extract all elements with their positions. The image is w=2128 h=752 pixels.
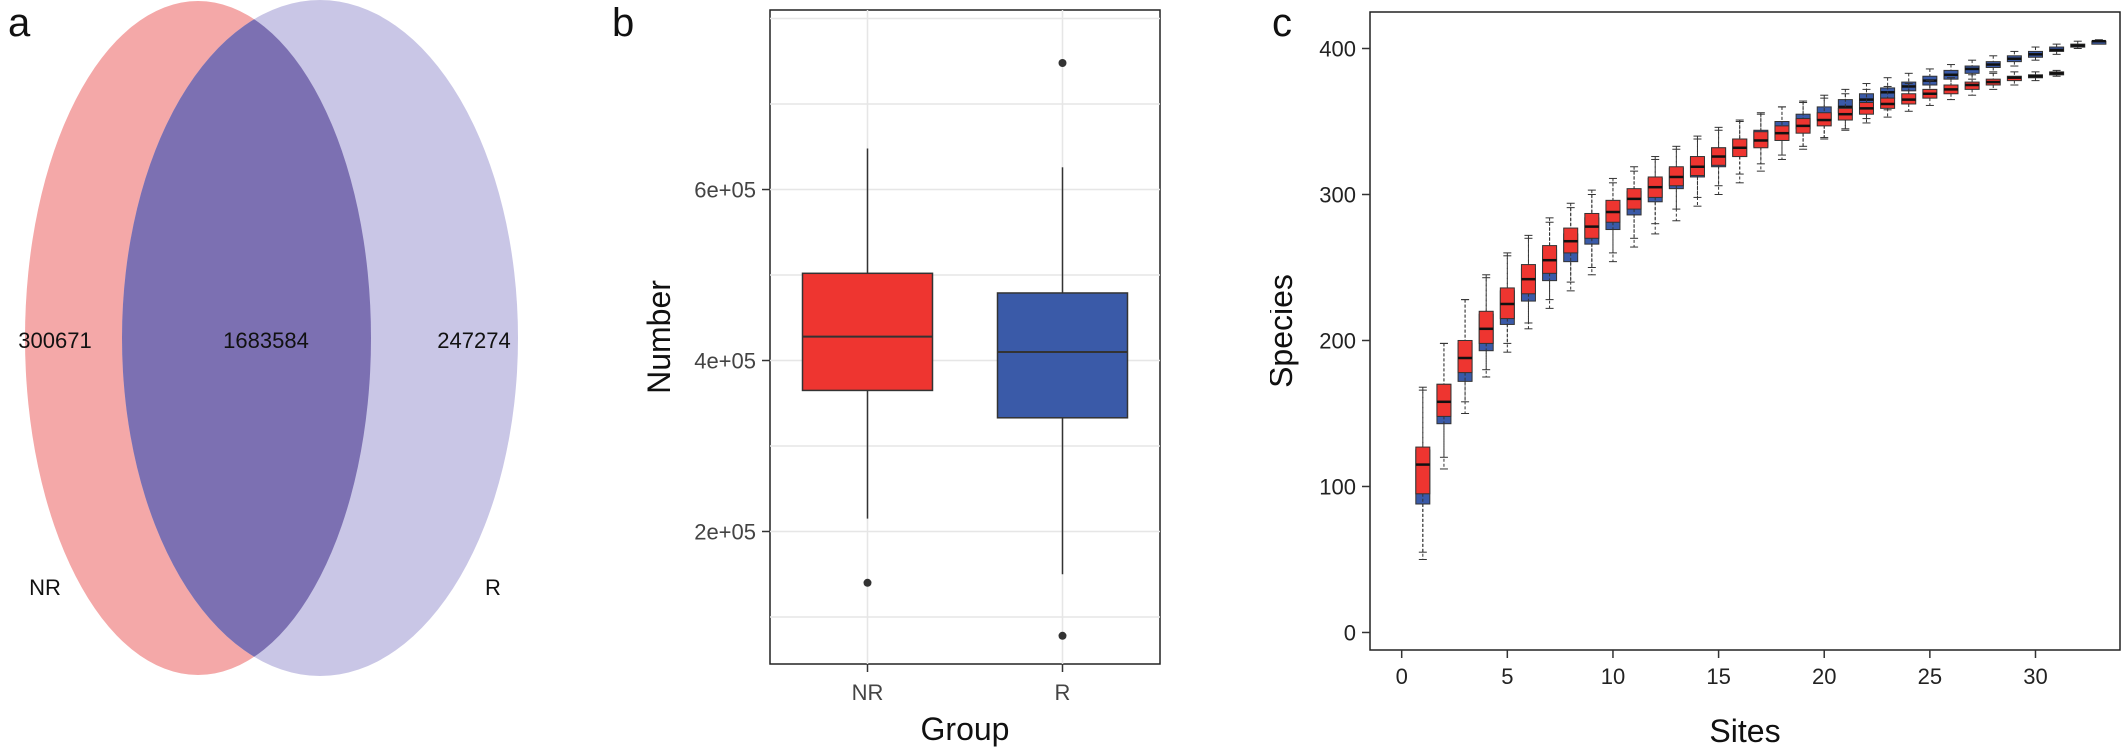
y-axis-label: Species — [1270, 274, 1299, 388]
boxplot-species-svg: c 0 100 200 300 400 0 5 10 15 20 25 30 Sites Specie… — [1270, 1, 2121, 749]
panel-letter-c: c — [1272, 1, 1292, 45]
outlier-point — [1058, 59, 1067, 68]
y-tick-label: 4e+05 — [694, 349, 756, 374]
outlier-point — [863, 578, 872, 587]
venn-nr-label: NR — [29, 575, 61, 600]
box — [1436, 383, 1452, 417]
box — [1478, 310, 1494, 344]
venn-r-label: R — [485, 575, 501, 600]
x-axis-label: Group — [921, 711, 1010, 747]
outlier-point — [1058, 631, 1067, 640]
venn-nr-only-count: 300671 — [18, 328, 91, 353]
y-tick-label: 400 — [1319, 36, 1356, 61]
panel-letter-a: a — [8, 1, 31, 45]
y-tick-label: 6e+05 — [694, 178, 756, 203]
x-tick-label: NR — [852, 680, 884, 705]
x-tick-label: 25 — [1918, 664, 1942, 689]
y-axis-label: Number — [641, 280, 677, 394]
x-tick-label: 15 — [1706, 664, 1730, 689]
plot-area — [1369, 11, 2121, 651]
y-tick-label: 100 — [1319, 474, 1356, 499]
x-tick-label: 5 — [1501, 664, 1513, 689]
panel-c-rarefaction: c 0 100 200 300 400 0 5 10 15 20 25 30 Sites Specie… — [1270, 0, 2128, 752]
y-tick-label: 2e+05 — [694, 519, 756, 544]
panel-a-venn: a 300671 1683584 247274 NR R — [0, 0, 560, 752]
box-marks — [801, 59, 1129, 640]
y-tick-label: 200 — [1319, 328, 1356, 353]
panel-b-boxplot: b 2e+05 4e+05 6e+05 NR R Group Number — [600, 0, 1180, 752]
axes: 0 100 200 300 400 0 5 10 15 20 25 30 — [1319, 36, 2047, 689]
y-tick-label: 0 — [1344, 620, 1356, 645]
panel-letter-b: b — [612, 1, 634, 45]
box-r — [996, 292, 1129, 419]
x-tick-label: 10 — [1601, 664, 1625, 689]
series-nr — [1415, 69, 2065, 560]
box-nr — [801, 272, 934, 392]
venn-svg: a 300671 1683584 247274 NR R — [8, 0, 518, 676]
box — [1415, 446, 1431, 495]
venn-intersection-count: 1683584 — [223, 328, 309, 353]
boxplot-number-svg: b 2e+05 4e+05 6e+05 NR R Group Number — [612, 1, 1161, 747]
axes: 2e+05 4e+05 6e+05 NR R — [694, 178, 1070, 705]
x-tick-label: R — [1055, 680, 1071, 705]
venn-intersection — [122, 1, 371, 675]
x-tick-label: 30 — [2023, 664, 2047, 689]
x-tick-label: 20 — [1812, 664, 1836, 689]
venn-r-only-count: 247274 — [437, 328, 510, 353]
x-tick-label: 0 — [1396, 664, 1408, 689]
x-axis-label: Sites — [1709, 713, 1780, 749]
y-tick-label: 300 — [1319, 182, 1356, 207]
box — [1457, 339, 1473, 374]
box-marks — [1415, 39, 2107, 560]
